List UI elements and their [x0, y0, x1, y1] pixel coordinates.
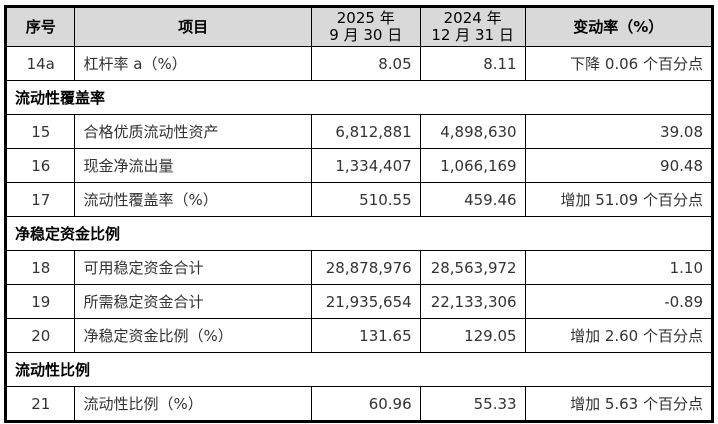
cell-no: 16: [4, 148, 76, 183]
table-row: 17 流动性覆盖率（%） 510.55 459.46 增加 51.09 个百分点: [4, 182, 714, 217]
section-row: 流动性覆盖率: [5, 80, 713, 115]
cell-no: 19: [4, 284, 76, 319]
cell-item: 现金净流出量: [74, 148, 312, 183]
cell-item: 合格优质流动性资产: [74, 114, 312, 149]
cell-item: 流动性覆盖率（%）: [74, 182, 312, 217]
cell-2025: 131.65: [310, 318, 421, 353]
cell-2025: 28,878,976: [310, 250, 421, 285]
cell-item: 所需稳定资金合计: [74, 284, 312, 319]
cell-change: 下降 0.06 个百分点: [524, 46, 714, 81]
cell-2024: 28,563,972: [419, 250, 526, 285]
table-row: 21 流动性比例（%） 60.96 55.33 增加 5.63 个百分点: [4, 386, 714, 422]
cell-2024: 1,066,169: [419, 148, 526, 183]
cell-item: 杠杆率 a（%）: [74, 46, 312, 81]
cell-change: 增加 5.63 个百分点: [524, 386, 714, 422]
section-row: 净稳定资金比例: [5, 216, 713, 251]
header-2025-year: 2025 年: [336, 9, 395, 27]
cell-item: 可用稳定资金合计: [74, 250, 312, 285]
cell-2024: 459.46: [419, 182, 526, 217]
cell-change: 39.08: [524, 114, 714, 149]
header-2024-date: 12 月 31 日: [431, 26, 514, 44]
cell-2024: 129.05: [419, 318, 526, 353]
cell-2025: 60.96: [310, 386, 421, 422]
cell-no: 15: [4, 114, 76, 149]
cell-2024: 4,898,630: [419, 114, 526, 149]
section-row: 流动性比例: [5, 352, 713, 387]
table-row: 20 净稳定资金比例（%） 131.65 129.05 增加 2.60 个百分点: [4, 318, 714, 353]
cell-2024: 55.33: [419, 386, 526, 422]
cell-change: 1.10: [524, 250, 714, 285]
section-title: 净稳定资金比例: [5, 216, 713, 251]
cell-2024: 22,133,306: [419, 284, 526, 319]
cell-change: -0.89: [524, 284, 714, 319]
cell-no: 18: [4, 250, 76, 285]
table-row: 15 合格优质流动性资产 6,812,881 4,898,630 39.08: [4, 114, 714, 149]
cell-2025: 21,935,654: [310, 284, 421, 319]
cell-2025: 510.55: [310, 182, 421, 217]
cell-no: 21: [4, 386, 76, 422]
cell-change: 90.48: [524, 148, 714, 183]
cell-no: 17: [4, 182, 76, 217]
table-row: 19 所需稳定资金合计 21,935,654 22,133,306 -0.89: [4, 284, 714, 319]
cell-2025: 8.05: [310, 46, 421, 81]
table-row: 14a 杠杆率 a（%） 8.05 8.11 下降 0.06 个百分点: [4, 46, 714, 81]
header-2025-date: 9 月 30 日: [329, 26, 403, 44]
cell-change: 增加 2.60 个百分点: [524, 318, 714, 353]
section-title: 流动性比例: [5, 352, 713, 387]
cell-no: 14a: [4, 46, 76, 81]
table-row: 18 可用稳定资金合计 28,878,976 28,563,972 1.10: [4, 250, 714, 285]
header-item: 项目: [74, 6, 312, 47]
cell-item: 净稳定资金比例（%）: [74, 318, 312, 353]
cell-item: 流动性比例（%）: [74, 386, 312, 422]
cell-2024: 8.11: [419, 46, 526, 81]
cell-change: 增加 51.09 个百分点: [524, 182, 714, 217]
header-2024-year: 2024 年: [443, 9, 502, 27]
header-change: 变动率（%）: [524, 6, 714, 47]
section-title: 流动性覆盖率: [5, 80, 713, 115]
cell-2025: 1,334,407: [310, 148, 421, 183]
table-row: 16 现金净流出量 1,334,407 1,066,169 90.48: [4, 148, 714, 183]
header-no: 序号: [4, 6, 76, 47]
cell-2025: 6,812,881: [310, 114, 421, 149]
cell-no: 20: [4, 318, 76, 353]
header-2024: 2024 年 12 月 31 日: [419, 6, 526, 47]
